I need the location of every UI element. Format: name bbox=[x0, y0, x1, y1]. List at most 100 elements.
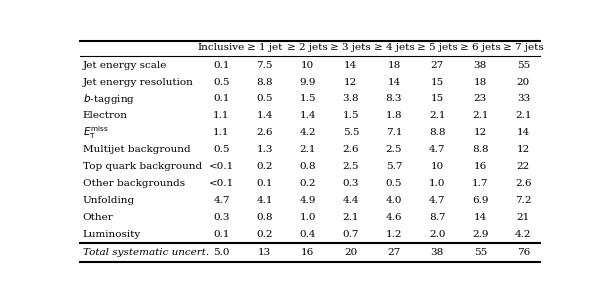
Text: 38: 38 bbox=[474, 61, 487, 70]
Text: 2.5: 2.5 bbox=[386, 145, 402, 154]
Text: 0.5: 0.5 bbox=[213, 78, 230, 87]
Text: 2.0: 2.0 bbox=[429, 230, 445, 239]
Text: Jet energy resolution: Jet energy resolution bbox=[83, 78, 194, 87]
Text: 1.7: 1.7 bbox=[472, 179, 488, 188]
Text: 0.5: 0.5 bbox=[257, 95, 273, 104]
Text: ≥ 3 jets: ≥ 3 jets bbox=[330, 43, 371, 52]
Text: 4.7: 4.7 bbox=[213, 196, 230, 205]
Text: 8.3: 8.3 bbox=[386, 95, 402, 104]
Text: 1.0: 1.0 bbox=[299, 213, 316, 222]
Text: 13: 13 bbox=[258, 248, 271, 257]
Text: ≥ 1 jet: ≥ 1 jet bbox=[247, 43, 283, 52]
Text: 5.7: 5.7 bbox=[386, 162, 402, 171]
Text: 0.8: 0.8 bbox=[257, 213, 273, 222]
Text: 1.2: 1.2 bbox=[386, 230, 402, 239]
Text: 15: 15 bbox=[431, 95, 443, 104]
Text: 4.4: 4.4 bbox=[342, 196, 359, 205]
Text: 1.5: 1.5 bbox=[342, 111, 359, 120]
Text: 22: 22 bbox=[517, 162, 530, 171]
Text: 4.0: 4.0 bbox=[386, 196, 402, 205]
Text: 12: 12 bbox=[517, 145, 530, 154]
Text: 27: 27 bbox=[431, 61, 443, 70]
Text: 20: 20 bbox=[344, 248, 358, 257]
Text: Jet energy scale: Jet energy scale bbox=[83, 61, 167, 70]
Text: 0.5: 0.5 bbox=[386, 179, 402, 188]
Text: ≥ 6 jets: ≥ 6 jets bbox=[460, 43, 501, 52]
Text: 2.9: 2.9 bbox=[472, 230, 488, 239]
Text: 0.1: 0.1 bbox=[213, 61, 230, 70]
Text: 1.4: 1.4 bbox=[257, 111, 273, 120]
Text: 4.1: 4.1 bbox=[257, 196, 273, 205]
Text: 76: 76 bbox=[517, 248, 530, 257]
Text: 16: 16 bbox=[474, 162, 487, 171]
Text: 7.1: 7.1 bbox=[386, 128, 402, 137]
Text: Luminosity: Luminosity bbox=[83, 230, 141, 239]
Text: <0.1: <0.1 bbox=[209, 162, 234, 171]
Text: 14: 14 bbox=[517, 128, 530, 137]
Text: 2.6: 2.6 bbox=[515, 179, 532, 188]
Text: ≥ 4 jets: ≥ 4 jets bbox=[374, 43, 414, 52]
Text: 7.5: 7.5 bbox=[257, 61, 273, 70]
Text: 2.6: 2.6 bbox=[257, 128, 273, 137]
Text: 12: 12 bbox=[474, 128, 487, 137]
Text: 3.8: 3.8 bbox=[342, 95, 359, 104]
Text: 0.2: 0.2 bbox=[299, 179, 316, 188]
Text: 2.6: 2.6 bbox=[342, 145, 359, 154]
Text: 4.9: 4.9 bbox=[299, 196, 316, 205]
Text: 2.1: 2.1 bbox=[342, 213, 359, 222]
Text: 4.6: 4.6 bbox=[386, 213, 402, 222]
Text: 4.7: 4.7 bbox=[429, 145, 445, 154]
Text: 2.1: 2.1 bbox=[429, 111, 445, 120]
Text: 12: 12 bbox=[344, 78, 358, 87]
Text: Unfolding: Unfolding bbox=[83, 196, 135, 205]
Text: 9.9: 9.9 bbox=[299, 78, 316, 87]
Text: 10: 10 bbox=[301, 61, 315, 70]
Text: Other backgrounds: Other backgrounds bbox=[83, 179, 185, 188]
Text: 1.8: 1.8 bbox=[386, 111, 402, 120]
Text: 1.5: 1.5 bbox=[299, 95, 316, 104]
Text: Top quark background: Top quark background bbox=[83, 162, 202, 171]
Text: 8.8: 8.8 bbox=[257, 78, 273, 87]
Text: 0.1: 0.1 bbox=[213, 95, 230, 104]
Text: 38: 38 bbox=[431, 248, 443, 257]
Text: 14: 14 bbox=[344, 61, 358, 70]
Text: 16: 16 bbox=[301, 248, 315, 257]
Text: 2.1: 2.1 bbox=[515, 111, 532, 120]
Text: 7.2: 7.2 bbox=[515, 196, 532, 205]
Text: 1.3: 1.3 bbox=[257, 145, 273, 154]
Text: 33: 33 bbox=[517, 95, 530, 104]
Text: 0.5: 0.5 bbox=[213, 145, 230, 154]
Text: 2.1: 2.1 bbox=[472, 111, 488, 120]
Text: 0.4: 0.4 bbox=[299, 230, 316, 239]
Text: 15: 15 bbox=[431, 78, 443, 87]
Text: ≥ 5 jets: ≥ 5 jets bbox=[417, 43, 457, 52]
Text: 21: 21 bbox=[517, 213, 530, 222]
Text: 1.0: 1.0 bbox=[429, 179, 445, 188]
Text: 20: 20 bbox=[517, 78, 530, 87]
Text: 0.3: 0.3 bbox=[342, 179, 359, 188]
Text: 27: 27 bbox=[387, 248, 401, 257]
Text: 8.8: 8.8 bbox=[429, 128, 445, 137]
Text: 0.3: 0.3 bbox=[213, 213, 230, 222]
Text: $E_{\rm T}^{\rm miss}$: $E_{\rm T}^{\rm miss}$ bbox=[83, 124, 108, 141]
Text: 1.1: 1.1 bbox=[213, 128, 230, 137]
Text: 14: 14 bbox=[387, 78, 401, 87]
Text: 0.2: 0.2 bbox=[257, 162, 273, 171]
Text: 5.0: 5.0 bbox=[213, 248, 230, 257]
Text: 0.7: 0.7 bbox=[342, 230, 359, 239]
Text: 0.2: 0.2 bbox=[257, 230, 273, 239]
Text: 55: 55 bbox=[474, 248, 487, 257]
Text: 1.4: 1.4 bbox=[299, 111, 316, 120]
Text: 14: 14 bbox=[474, 213, 487, 222]
Text: 0.1: 0.1 bbox=[257, 179, 273, 188]
Text: 2.5: 2.5 bbox=[342, 162, 359, 171]
Text: 6.9: 6.9 bbox=[472, 196, 488, 205]
Text: 2.1: 2.1 bbox=[299, 145, 316, 154]
Text: Total systematic uncert.: Total systematic uncert. bbox=[83, 248, 209, 257]
Text: Other: Other bbox=[83, 213, 113, 222]
Text: 18: 18 bbox=[387, 61, 401, 70]
Text: ≥ 7 jets: ≥ 7 jets bbox=[503, 43, 544, 52]
Text: 10: 10 bbox=[431, 162, 443, 171]
Text: 4.2: 4.2 bbox=[515, 230, 532, 239]
Text: 55: 55 bbox=[517, 61, 530, 70]
